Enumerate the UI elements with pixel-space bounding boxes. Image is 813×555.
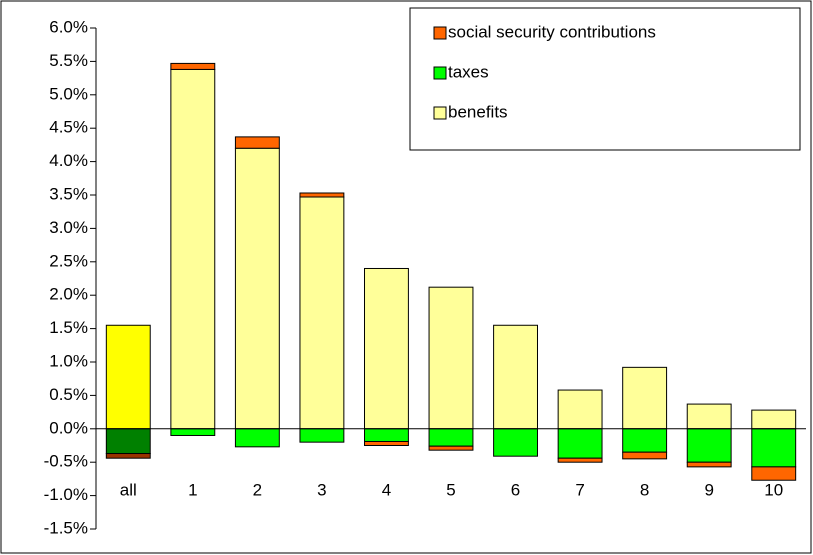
y-tick-label: 5.5% [49, 51, 88, 70]
x-tick-label: 2 [253, 480, 262, 499]
bar-segment [428, 428, 474, 447]
bar-segment [364, 428, 409, 442]
legend-label: taxes [448, 62, 489, 81]
bar-segment [686, 403, 732, 430]
bar-segment [234, 428, 280, 448]
legend-box [409, 7, 801, 151]
legend-swatch [433, 66, 447, 80]
bar-segment [299, 428, 345, 443]
bar-segment [428, 445, 474, 451]
y-tick-label: 4.5% [49, 118, 88, 137]
bar-segment [299, 196, 345, 430]
bar-segment [364, 440, 409, 447]
x-tick-label: 6 [511, 480, 520, 499]
y-tick-label: -1.5% [44, 518, 88, 537]
legend-swatch [433, 26, 447, 40]
x-tick-label: 1 [188, 480, 197, 499]
bar-segment [557, 428, 603, 459]
bar-segment [493, 324, 538, 430]
bar-segment [686, 428, 732, 463]
bar-segment [170, 428, 216, 436]
y-tick-label: 2.5% [49, 251, 88, 270]
x-tick-label: 4 [382, 480, 391, 499]
x-tick-label: 10 [764, 480, 783, 499]
bar-segment [751, 409, 797, 430]
bar-segment [234, 136, 280, 149]
bar-segment [234, 147, 280, 430]
x-tick-label: 8 [640, 480, 649, 499]
bar-segment [622, 366, 668, 430]
y-tick-label: 1.0% [49, 351, 88, 370]
x-tick-label: 7 [575, 480, 584, 499]
bar-segment [364, 267, 409, 430]
y-tick-label: 3.0% [49, 218, 88, 237]
bar-segment [299, 192, 345, 198]
y-tick-label: 0.5% [49, 385, 88, 404]
legend-swatch [433, 106, 447, 120]
legend-label: social security contributions [448, 22, 656, 41]
y-tick-label: 4.0% [49, 151, 88, 170]
x-tick-label: 5 [446, 480, 455, 499]
bar-segment [622, 428, 668, 453]
bar-segment [105, 453, 151, 459]
x-tick-label: 3 [317, 480, 326, 499]
bar-segment [170, 62, 216, 70]
bar-segment [493, 428, 538, 457]
y-tick-label: 6.0% [49, 17, 88, 36]
y-tick-label: -1.0% [44, 485, 88, 504]
bar-segment [170, 68, 216, 430]
bar-segment [622, 451, 668, 460]
x-tick-label: all [120, 480, 137, 499]
bar-segment [751, 428, 797, 468]
y-tick-label: 0.0% [49, 418, 88, 437]
legend-label: benefits [448, 102, 508, 121]
bar-segment [105, 428, 151, 455]
y-tick-label: -0.5% [44, 452, 88, 471]
y-tick-label: 3.5% [49, 184, 88, 203]
bar-segment [751, 466, 797, 481]
bar-segment [686, 461, 732, 468]
bar-segment [557, 389, 603, 430]
y-tick-label: 1.5% [49, 318, 88, 337]
y-tick-label: 5.0% [49, 84, 88, 103]
bar-segment [428, 286, 474, 430]
y-tick-label: 2.0% [49, 285, 88, 304]
bar-segment [557, 457, 603, 463]
x-tick-label: 9 [704, 480, 713, 499]
bar-segment [105, 324, 151, 430]
